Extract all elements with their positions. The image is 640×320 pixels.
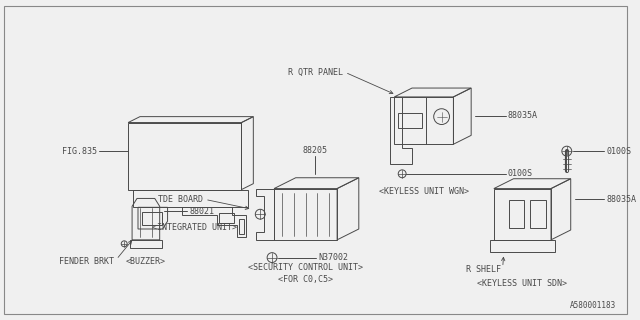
Text: N37002: N37002 — [318, 253, 348, 262]
Text: R QTR PANEL: R QTR PANEL — [288, 68, 343, 77]
Text: A580001183: A580001183 — [570, 301, 616, 310]
Text: TDE BOARD: TDE BOARD — [158, 195, 203, 204]
Text: 0100S: 0100S — [606, 147, 631, 156]
Text: 88035A: 88035A — [606, 195, 636, 204]
Text: 88021: 88021 — [189, 207, 214, 216]
Text: 88205: 88205 — [303, 146, 328, 155]
Text: <SECURITY CONTROL UNIT>: <SECURITY CONTROL UNIT> — [248, 263, 363, 272]
Text: R SHELF: R SHELF — [466, 265, 500, 274]
Text: 88035A: 88035A — [508, 111, 538, 120]
Text: <KEYLESS UNIT WGN>: <KEYLESS UNIT WGN> — [379, 187, 469, 196]
Text: 0100S: 0100S — [508, 169, 532, 178]
Text: <BUZZER>: <BUZZER> — [126, 257, 166, 266]
Text: <KEYLESS UNIT SDN>: <KEYLESS UNIT SDN> — [477, 279, 568, 288]
Text: FENDER BRKT: FENDER BRKT — [60, 257, 115, 266]
Text: <INTEGRATED UNIT>: <INTEGRATED UNIT> — [152, 222, 237, 232]
Text: <FOR C0,C5>: <FOR C0,C5> — [278, 275, 333, 284]
Text: FIG.835: FIG.835 — [61, 147, 97, 156]
